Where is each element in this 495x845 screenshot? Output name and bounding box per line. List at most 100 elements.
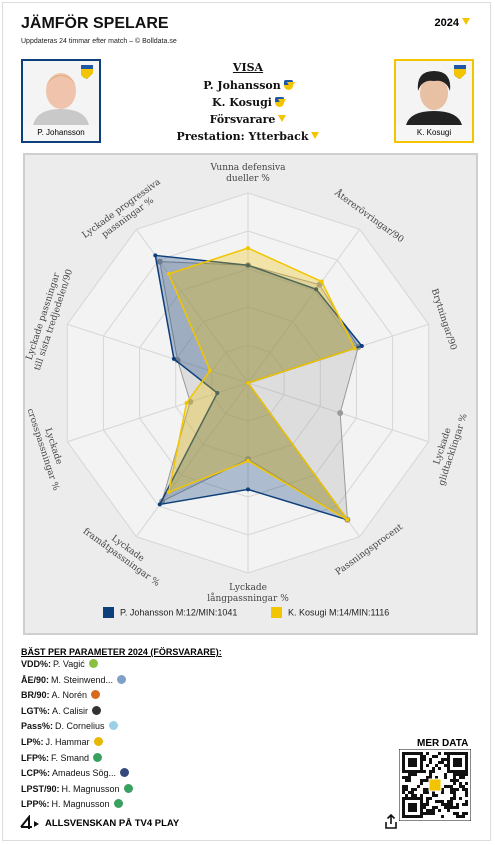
selection-item[interactable]: P. Johansson: [133, 79, 363, 92]
qr-cell: [453, 779, 456, 782]
qr-cell: [429, 773, 432, 776]
club-icon: [113, 799, 123, 809]
qr-cell: [432, 812, 435, 815]
selection-item[interactable]: K. Kosugi: [133, 96, 363, 109]
qr-cell: [447, 806, 450, 809]
qr-cell: [450, 785, 453, 788]
qr-cell: [432, 794, 435, 797]
player-card[interactable]: K. Kosugi: [394, 59, 474, 143]
qr-cell: [450, 791, 453, 794]
qr-finder: [408, 758, 417, 767]
qr-cell: [426, 764, 429, 767]
axis-label-line: långpassningar %: [207, 592, 289, 604]
best-row: VDD%: P. Vagić: [21, 659, 98, 669]
best-row: ÅE/90: M. Steinwend...: [21, 674, 127, 685]
radar-point: [246, 458, 250, 463]
qr-cell: [405, 785, 408, 788]
qr-cell: [441, 788, 444, 791]
radar-point: [166, 490, 171, 495]
qr-cell: [462, 803, 465, 806]
player-name: D. Cornelius: [55, 721, 105, 732]
qr-cell: [450, 800, 453, 803]
season-select[interactable]: 2024: [435, 17, 470, 29]
player-name: A. Norén: [51, 690, 88, 701]
player-card[interactable]: P. Johansson: [21, 59, 101, 143]
spoke: [135, 382, 249, 538]
qr-logo: [428, 778, 442, 792]
qr-cell: [438, 761, 441, 764]
best-row: LP%: J. Hammar: [21, 737, 103, 747]
qr-cell: [462, 815, 465, 818]
qr-cell: [465, 803, 468, 806]
qr-cell: [447, 803, 450, 806]
share-button[interactable]: [383, 813, 399, 831]
player-name: H. Magnusson: [51, 799, 110, 810]
qr-cell: [426, 809, 429, 812]
qr-cell: [447, 785, 450, 788]
club-icon: [92, 705, 102, 715]
qr-cell: [444, 758, 447, 761]
qr-cell: [444, 752, 447, 755]
qr-cell: [408, 779, 411, 782]
qr-cell: [459, 797, 462, 800]
qr-cell: [420, 794, 423, 797]
qr-cell: [426, 800, 429, 803]
qr-cell: [426, 779, 429, 782]
qr-cell: [414, 788, 417, 791]
qr-cell: [444, 803, 447, 806]
qr-code[interactable]: [399, 749, 471, 821]
qr-cell: [453, 788, 456, 791]
qr-cell: [462, 785, 465, 788]
qr-cell: [450, 806, 453, 809]
qr-cell: [441, 791, 444, 794]
club-icon: [123, 783, 133, 793]
qr-cell: [465, 788, 468, 791]
qr-cell: [441, 758, 444, 761]
qr-cell: [459, 785, 462, 788]
qr-cell: [417, 785, 420, 788]
qr-cell: [408, 773, 411, 776]
selection-item[interactable]: Försvarare: [133, 113, 363, 126]
radar-point: [246, 263, 250, 268]
spoke: [247, 228, 361, 384]
player-photo: [396, 61, 472, 125]
qr-cell: [432, 806, 435, 809]
player-name: P. Johansson: [23, 125, 99, 141]
radar-point: [337, 409, 344, 416]
best-row: LGT%: A. Calisir: [21, 705, 102, 716]
player-name: A. Calisir: [52, 705, 89, 716]
tv4-link[interactable]: ALLSVENSKAN PÅ TV4 PLAY: [45, 818, 180, 829]
qr-cell: [408, 791, 411, 794]
param-key: LCP%:: [21, 768, 50, 779]
qr-cell: [456, 803, 459, 806]
param-key: LPST/90:: [21, 783, 60, 794]
qr-cell: [426, 791, 429, 794]
qr-cell: [426, 803, 429, 806]
radar-point: [174, 357, 181, 364]
qr-cell: [435, 794, 438, 797]
club-icon: [91, 690, 101, 700]
qr-cell: [441, 761, 444, 764]
qr-cell: [441, 803, 444, 806]
qr-cell: [435, 764, 438, 767]
qr-cell: [462, 773, 465, 776]
qr-cell: [429, 761, 432, 764]
axis-label-line: Vunna defensiva: [209, 163, 286, 173]
qr-cell: [438, 800, 441, 803]
player-name: K. Kosugi: [396, 125, 472, 141]
qr-cell: [426, 788, 429, 791]
qr-cell: [444, 764, 447, 767]
qr-cell: [453, 773, 456, 776]
club-icon: [88, 659, 98, 668]
radar-point: [314, 287, 319, 292]
club-icon: [108, 721, 118, 731]
qr-cell: [435, 800, 438, 803]
param-key: ÅE/90:: [21, 674, 50, 685]
selection-item[interactable]: Prestation: Ytterback: [133, 130, 363, 143]
qr-cell: [465, 800, 468, 803]
qr-cell: [429, 797, 432, 800]
qr-cell: [423, 791, 426, 794]
param-key: LFP%:: [21, 752, 49, 763]
qr-cell: [420, 779, 423, 782]
